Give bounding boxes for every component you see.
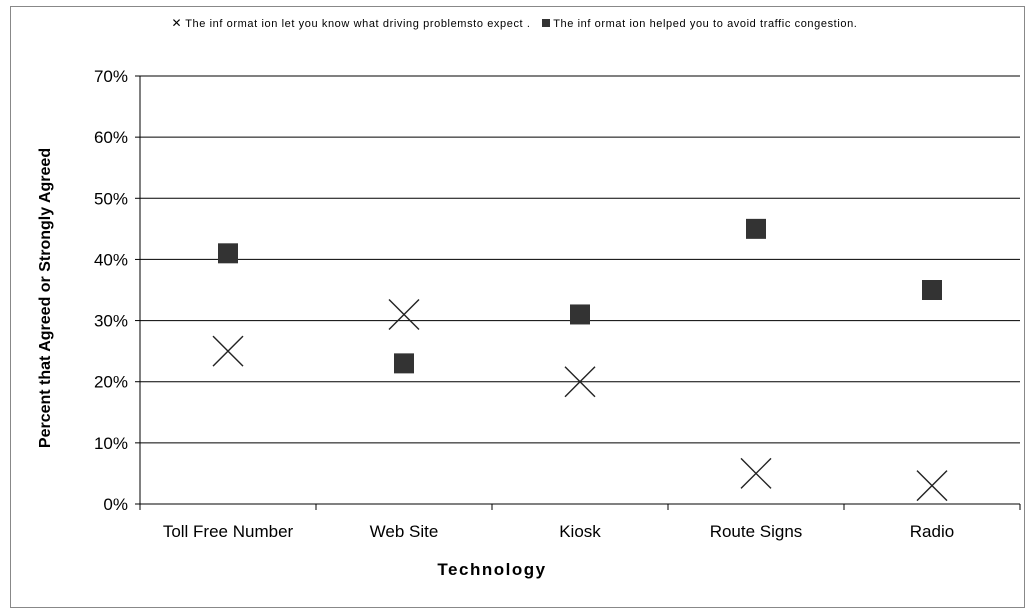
y-axis-title: Percent that Agreed or Strongly Agreed	[37, 147, 54, 449]
x-tick-label: Kiosk	[559, 522, 601, 541]
x-tick-label: Route Signs	[710, 522, 803, 541]
data-point-x	[212, 335, 244, 367]
data-point-x	[916, 470, 948, 502]
y-tick-label: 20%	[94, 373, 128, 392]
data-point-x	[740, 457, 772, 489]
data-point-square	[570, 304, 590, 325]
x-marker-icon: ✕	[171, 16, 183, 30]
x-tick-label: Toll Free Number	[163, 522, 294, 541]
square-marker-icon	[542, 19, 551, 28]
chart-frame	[10, 6, 1025, 608]
legend-item-traffic-congestion: The inf ormat ion helped you to avoid tr…	[542, 18, 857, 30]
data-point-x	[564, 366, 596, 398]
data-point-square	[218, 243, 238, 264]
data-point-square	[394, 353, 414, 374]
legend-item-driving-problems: ✕ The inf ormat ion let you know what dri…	[172, 16, 531, 30]
y-tick-label: 60%	[94, 128, 128, 147]
y-tick-label: 70%	[94, 67, 128, 86]
y-tick-label: 50%	[94, 189, 128, 208]
x-tick-label: Web Site	[370, 522, 439, 541]
x-axis-title: Technology	[437, 560, 547, 579]
y-tick-label: 10%	[94, 434, 128, 453]
y-tick-label: 0%	[103, 495, 128, 514]
data-point-square	[922, 280, 942, 300]
legend: ✕ The inf ormat ion let you know what dri…	[0, 16, 1029, 30]
x-tick-label: Radio	[910, 522, 954, 541]
data-point-x	[388, 298, 420, 330]
legend-label-traffic-congestion: The inf ormat ion helped you to avoid tr…	[553, 18, 858, 30]
y-tick-label: 30%	[94, 312, 128, 331]
legend-label-driving-problems: The inf ormat ion let you know what driv…	[185, 18, 531, 30]
data-point-square	[746, 218, 766, 239]
y-tick-label: 40%	[94, 250, 128, 269]
